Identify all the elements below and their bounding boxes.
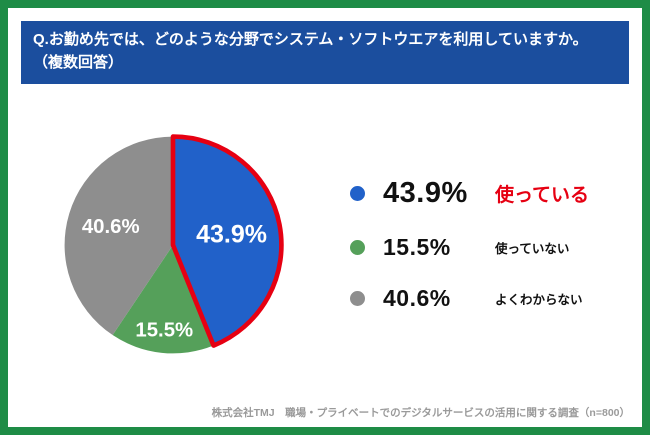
pie-chart-svg: 43.9% 15.5% 40.6% xyxy=(64,133,284,353)
legend-label-using: 使っている xyxy=(495,185,590,206)
pie-slice-using xyxy=(170,133,284,348)
legend-dot-not-using-icon xyxy=(350,240,365,255)
pie-slice-label-not-using: 15.5% xyxy=(135,319,193,341)
legend-value-not-using: 15.5% xyxy=(383,234,451,260)
legend-item-unsure: 40.6% よくわからない xyxy=(350,285,589,312)
legend-item-not-using: 15.5% 使っていない xyxy=(350,234,589,261)
pie-slice-label-using: 43.9% xyxy=(196,220,267,248)
question-text-line2: （複数回答） xyxy=(33,54,124,72)
question-text-line1: Q.お勤め先では、どのような分野でシステム・ソフトウエアを利用していますか。 xyxy=(33,31,588,48)
legend-value-unsure: 40.6% xyxy=(383,285,451,311)
pie-chart: 43.9% 15.5% 40.6% xyxy=(34,106,312,384)
legend-value-using: 43.9% xyxy=(383,177,468,209)
legend-label-not-using: 使っていない xyxy=(495,242,570,256)
source-note: 株式会社TMJ 職場・プライベートでのデジタルサービスの活用に関する調査（n=8… xyxy=(211,407,630,419)
pie-slice-not-using xyxy=(112,244,214,353)
legend: 43.9% 使っている 15.5% 使っていない 40.6% よくわからない xyxy=(350,177,589,312)
chart-area: 43.9% 15.5% 40.6% 43.9% 使っている 15.5% 使っていない… xyxy=(8,84,642,384)
legend-dot-unsure-icon xyxy=(350,291,365,306)
question-header: Q.お勤め先では、どのような分野でシステム・ソフトウエアを利用していますか。 （… xyxy=(21,21,629,84)
pie-slice-label-unsure: 40.6% xyxy=(82,216,140,238)
legend-label-unsure: よくわからない xyxy=(495,293,583,307)
legend-dot-using-icon xyxy=(350,186,365,201)
legend-item-using: 43.9% 使っている xyxy=(350,177,589,210)
pie-slice-unsure xyxy=(64,136,173,335)
